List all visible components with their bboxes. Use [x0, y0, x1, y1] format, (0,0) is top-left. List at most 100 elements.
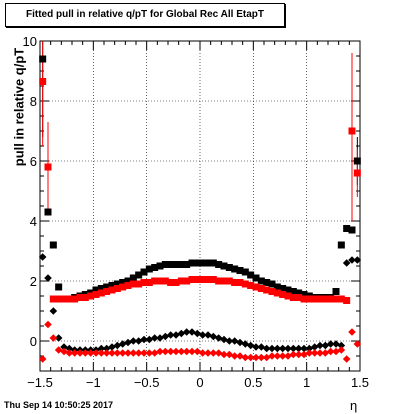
- data-point-diamond: [102, 349, 111, 357]
- data-point-diamond: [246, 353, 255, 362]
- data-point-diamond: [193, 329, 202, 338]
- data-point-square: [145, 265, 153, 273]
- data-point-square: [92, 286, 100, 294]
- data-point-square: [220, 262, 228, 270]
- data-point-square: [113, 280, 121, 288]
- data-point-diamond: [118, 340, 127, 348]
- data-point-square: [252, 283, 260, 291]
- data-point-diamond: [161, 332, 170, 341]
- tick-labels: −1.5 −1 −0.5 0 0.5 1 1.5 0 2 4 6 8 10: [23, 34, 370, 390]
- data-point-square: [311, 295, 319, 303]
- data-point-diamond: [140, 349, 148, 357]
- data-point-diamond: [284, 352, 292, 360]
- data-point-diamond: [241, 340, 250, 348]
- data-point-square: [49, 295, 57, 303]
- data-point-diamond: [118, 349, 127, 357]
- data-point-diamond: [54, 346, 63, 354]
- data-point-diamond: [348, 256, 356, 264]
- data-point-square: [284, 286, 292, 294]
- data-point-square: [231, 265, 239, 273]
- data-point-square: [199, 276, 207, 283]
- data-point-square: [151, 277, 159, 285]
- data-point-diamond: [145, 335, 154, 344]
- data-point-diamond: [129, 349, 138, 357]
- data-point-square: [257, 285, 265, 292]
- data-point-diamond: [124, 349, 132, 357]
- data-point-diamond: [92, 349, 100, 357]
- data-point-square: [140, 268, 148, 276]
- data-point-square: [129, 280, 137, 288]
- data-point-square: [316, 295, 324, 303]
- data-point-diamond: [230, 352, 239, 360]
- data-point-square: [263, 279, 271, 286]
- data-point-diamond: [124, 338, 132, 347]
- data-point-diamond: [220, 335, 228, 344]
- data-point-square: [284, 292, 292, 300]
- data-point-diamond: [252, 343, 260, 351]
- data-point-diamond: [182, 347, 191, 356]
- data-point-diamond: [38, 253, 47, 261]
- data-point-diamond: [326, 340, 335, 348]
- data-point-diamond: [156, 347, 164, 356]
- data-point-diamond: [97, 344, 106, 353]
- data-point-square: [327, 295, 335, 303]
- data-point-diamond: [38, 355, 47, 363]
- data-point-diamond: [257, 353, 266, 362]
- data-point-diamond: [166, 347, 175, 356]
- data-point-diamond: [166, 331, 175, 339]
- data-point-square: [97, 289, 105, 297]
- data-point-diamond: [230, 337, 239, 345]
- data-point-square: [103, 288, 111, 295]
- data-point-square: [353, 157, 361, 165]
- data-point-diamond: [214, 334, 223, 342]
- data-point-diamond: [81, 349, 90, 357]
- data-point-square: [188, 276, 196, 283]
- data-point-diamond: [182, 328, 191, 336]
- data-point-square: [337, 241, 345, 249]
- data-point-diamond: [204, 349, 212, 357]
- data-point-diamond: [198, 331, 207, 339]
- data-point-square: [124, 282, 132, 289]
- data-point-square: [156, 262, 164, 270]
- data-point-diamond: [316, 341, 324, 350]
- timestamp: Thu Sep 14 10:50:25 2017: [4, 400, 114, 410]
- data-point-diamond: [129, 337, 138, 345]
- data-point-square: [39, 78, 47, 85]
- data-point-diamond: [172, 347, 180, 356]
- data-point-diamond: [332, 340, 340, 348]
- data-point-square: [172, 261, 180, 268]
- data-point-diamond: [353, 340, 362, 348]
- chart-title: Fitted pull in relative q/pT for Global …: [26, 9, 264, 20]
- y-tick-label: 6: [30, 154, 37, 169]
- data-point-square: [268, 288, 276, 295]
- data-point-square: [140, 279, 148, 286]
- title-box: Fitted pull in relative q/pT for Global …: [5, 3, 285, 27]
- data-point-square: [129, 274, 137, 282]
- data-point-diamond: [294, 350, 303, 359]
- data-point-diamond: [76, 349, 84, 357]
- data-point-diamond: [113, 341, 122, 350]
- data-point-diamond: [209, 349, 218, 357]
- data-point-diamond: [321, 341, 330, 350]
- data-point-square: [332, 295, 340, 303]
- data-point-diamond: [209, 332, 218, 341]
- data-point-square: [87, 292, 95, 300]
- data-points: [38, 55, 362, 363]
- data-point-diamond: [342, 355, 351, 363]
- data-point-diamond: [310, 343, 319, 351]
- data-point-square: [199, 259, 207, 267]
- data-point-square: [220, 277, 228, 285]
- data-point-square: [337, 295, 345, 303]
- data-point-square: [108, 286, 116, 294]
- data-point-square: [225, 277, 233, 285]
- data-point-diamond: [44, 274, 52, 282]
- data-point-square: [65, 295, 73, 303]
- data-point-square: [167, 261, 175, 268]
- x-tick-label: −0.5: [134, 375, 160, 390]
- x-tick-label: 1: [303, 375, 310, 390]
- data-point-diamond: [332, 347, 340, 356]
- data-point-square: [108, 282, 116, 289]
- data-point-diamond: [252, 353, 260, 362]
- data-point-square: [209, 259, 217, 267]
